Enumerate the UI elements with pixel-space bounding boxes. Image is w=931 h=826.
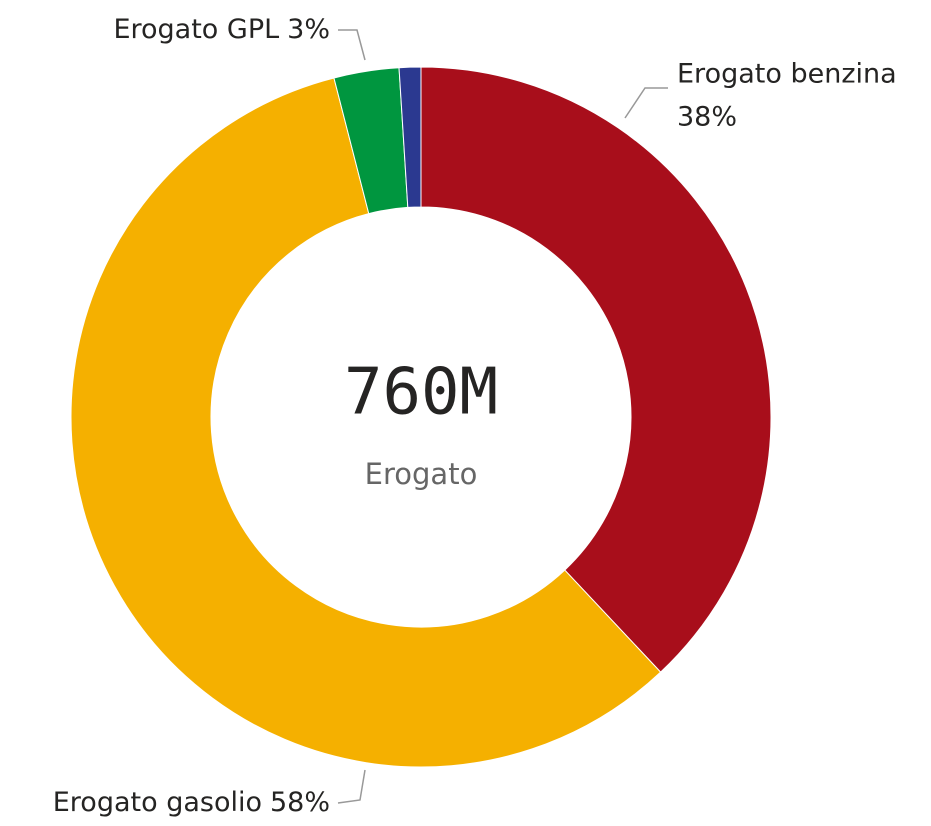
data-label-name: Erogato gasolio [53,787,262,818]
data-label-value: 3% [287,14,330,45]
donut-slice [70,77,662,768]
center-title: Erogato [365,457,478,491]
data-label: Erogato GPL 3% [113,14,330,45]
data-label-name: Erogato benzina [677,59,897,90]
center-value: 760M [344,356,498,430]
data-label-value: 38% [677,102,737,133]
leader-line [338,29,366,61]
leader-line [624,87,668,119]
donut-slice [398,66,422,208]
leader-line [337,769,366,804]
data-label-value: 58% [270,787,330,818]
data-label-name: Erogato GPL [113,14,279,45]
donut-slice [420,66,772,673]
data-label: Erogato gasolio 58% [53,787,330,818]
